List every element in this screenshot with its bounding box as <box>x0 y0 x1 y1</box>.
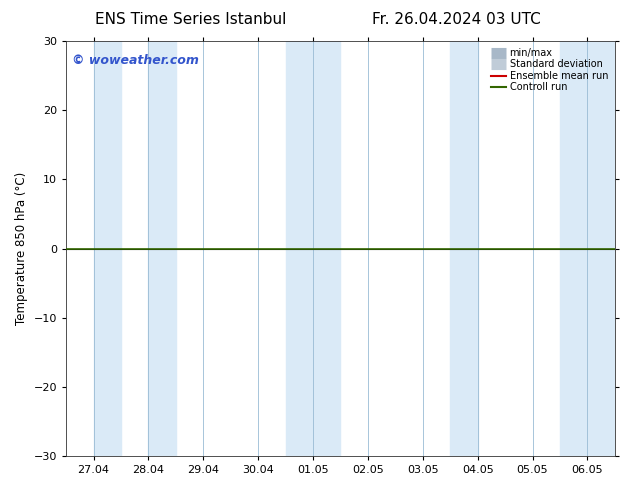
Text: Fr. 26.04.2024 03 UTC: Fr. 26.04.2024 03 UTC <box>372 12 541 27</box>
Bar <box>450 41 477 456</box>
Bar <box>285 41 340 456</box>
Bar <box>94 41 121 456</box>
Text: ENS Time Series Istanbul: ENS Time Series Istanbul <box>94 12 286 27</box>
Legend: min/max, Standard deviation, Ensemble mean run, Controll run: min/max, Standard deviation, Ensemble me… <box>489 46 610 95</box>
Bar <box>560 41 615 456</box>
Bar <box>148 41 176 456</box>
Y-axis label: Temperature 850 hPa (°C): Temperature 850 hPa (°C) <box>15 172 28 325</box>
Text: © woweather.com: © woweather.com <box>72 54 198 67</box>
